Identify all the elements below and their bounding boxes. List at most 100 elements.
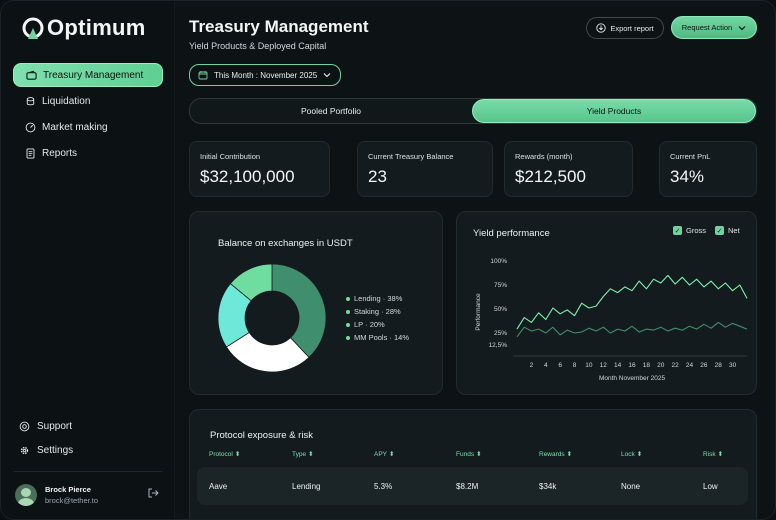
x-tick-label: 26 bbox=[700, 362, 708, 369]
x-tick-label: 2 bbox=[530, 362, 534, 369]
sidebar-item-label: Reports bbox=[42, 147, 78, 159]
x-tick-label: 8 bbox=[573, 362, 577, 369]
donut-chart bbox=[217, 263, 327, 373]
request-action-label: Request Action bbox=[681, 23, 733, 32]
kpi-label: Initial Contribution bbox=[200, 152, 261, 161]
donut-slice-mm-pools bbox=[229, 263, 273, 302]
kpi-value: 23 bbox=[368, 167, 387, 186]
x-tick-label: 20 bbox=[657, 362, 665, 369]
line-chart: 100%75%50%25%12,5%2 4 6 8 10 12 14 16 18 20 22 24 26… bbox=[475, 258, 748, 382]
column-header-risk[interactable]: Risk ⬍ bbox=[703, 450, 724, 459]
checkbox-icon: ✓ bbox=[715, 226, 724, 235]
legend-label: Staking · 28% bbox=[354, 307, 401, 316]
sidebar-item-label: Liquidation bbox=[42, 95, 91, 107]
sidebar-item-settings[interactable]: Settings bbox=[13, 439, 163, 461]
x-tick-label: 16 bbox=[628, 362, 636, 369]
column-header-type[interactable]: Type ⬍ bbox=[292, 450, 314, 459]
sort-icon: ⬍ bbox=[234, 451, 241, 458]
user-name: Brock Pierce bbox=[45, 485, 91, 494]
column-label: Lock bbox=[621, 450, 635, 458]
legend-gross-toggle[interactable]: ✓ Gross bbox=[673, 226, 706, 235]
sidebar-item-treasury-management[interactable]: Treasury Management bbox=[13, 63, 163, 87]
kpi-value: $32,100,000 bbox=[200, 167, 295, 186]
legend-net-toggle[interactable]: ✓ Net bbox=[715, 226, 740, 235]
legend-label-gross: Gross bbox=[686, 226, 707, 235]
kpi-current-treasury-balance: Current Treasury Balance 23 bbox=[357, 141, 493, 197]
column-header-protocol[interactable]: Protocol ⬍ bbox=[209, 450, 241, 459]
calendar-icon bbox=[198, 71, 208, 80]
x-tick-label: 6 bbox=[558, 362, 562, 369]
donut-chart-title: Balance on exchanges in USDT bbox=[218, 238, 353, 249]
column-label: Type bbox=[292, 450, 307, 458]
date-filter-dropdown[interactable]: This Month : November 2025 bbox=[189, 64, 341, 86]
sidebar-nav: Treasury Management Liquidation Market m… bbox=[13, 63, 163, 167]
table-header: Protocol ⬍ Type ⬍ APY ⬍ Funds ⬍ Rewards ⬍ Loc… bbox=[209, 450, 749, 462]
donut-hole bbox=[245, 291, 299, 345]
sidebar-item-support[interactable]: Support bbox=[13, 415, 163, 437]
legend-label-net: Net bbox=[728, 226, 740, 235]
sort-icon: ⬍ bbox=[389, 451, 395, 458]
line-chart-title: Yield performance bbox=[473, 228, 550, 239]
sort-icon: ⬍ bbox=[566, 451, 573, 458]
donut-slice-staking bbox=[225, 331, 310, 373]
kpi-value: 34% bbox=[670, 167, 705, 186]
export-report-button[interactable]: Export report bbox=[586, 17, 664, 39]
column-header-rewards[interactable]: Rewards ⬍ bbox=[539, 450, 573, 459]
y-axis-label: Performance bbox=[475, 293, 482, 331]
column-label: APY bbox=[374, 450, 388, 458]
kpi-label: Current Treasury Balance bbox=[368, 152, 454, 161]
sidebar-item-label: Support bbox=[37, 420, 73, 432]
legend-dot bbox=[346, 296, 350, 301]
logo-mark-icon bbox=[22, 17, 44, 39]
table-row[interactable]: Aave Lending 5.3% $8.2M $34k None Low bbox=[197, 467, 748, 505]
series-line-gross bbox=[516, 274, 748, 330]
user-email: brock@tether.to bbox=[45, 496, 99, 505]
sidebar-item-label: Treasury Management bbox=[43, 69, 144, 81]
logout-icon[interactable] bbox=[147, 487, 159, 499]
portfolio-tabs: Pooled Portfolio Yield Products bbox=[189, 98, 757, 124]
balance-panel: Balance on exchanges in USDT Lending · 3… bbox=[189, 211, 443, 395]
gauge-icon bbox=[25, 122, 36, 132]
x-tick-label: 18 bbox=[643, 362, 651, 369]
request-action-button[interactable]: Request Action bbox=[671, 16, 757, 39]
sidebar-item-liquidation[interactable]: Liquidation bbox=[13, 89, 163, 113]
yield-performance-panel: Yield performance ✓ Gross ✓ Net 100% 75% 5… bbox=[456, 211, 757, 395]
legend-item-mm-pools: MM Pools · 14% bbox=[346, 333, 409, 342]
column-header-funds[interactable]: Funds ⬍ bbox=[456, 450, 482, 459]
y-tick-label: 25% bbox=[494, 330, 507, 337]
document-icon bbox=[26, 147, 35, 159]
column-header-apy[interactable]: APY ⬍ bbox=[374, 450, 395, 459]
tab-pooled-portfolio[interactable]: Pooled Portfolio bbox=[300, 106, 361, 116]
page-title: Treasury Management bbox=[189, 17, 369, 36]
x-tick-label: 22 bbox=[672, 362, 680, 369]
column-label: Rewards bbox=[539, 450, 565, 458]
column-header-lock[interactable]: Lock ⬍ bbox=[621, 450, 642, 459]
sidebar-divider bbox=[13, 471, 163, 472]
legend-label: Lending · 38% bbox=[354, 294, 403, 303]
lifebuoy-icon bbox=[19, 421, 30, 431]
sort-icon: ⬍ bbox=[308, 451, 314, 458]
sort-icon: ⬍ bbox=[717, 451, 724, 458]
kpi-current-pnl: Current PnL 34% bbox=[659, 141, 757, 197]
x-tick-label: 12 bbox=[600, 362, 608, 369]
legend-dot bbox=[346, 322, 350, 327]
sidebar-item-market-making[interactable]: Market making bbox=[13, 115, 163, 139]
x-tick-label: 30 bbox=[729, 362, 737, 369]
column-label: Funds bbox=[456, 450, 475, 458]
cell-funds: $8.2M bbox=[456, 482, 479, 491]
y-tick-label: 50% bbox=[494, 306, 507, 313]
avatar bbox=[15, 484, 37, 506]
chevron-down-icon bbox=[738, 25, 746, 30]
cell-type: Lending bbox=[292, 482, 321, 491]
x-axis-label: Month November 2025 bbox=[599, 375, 666, 382]
legend-dot bbox=[346, 335, 350, 340]
logo: Optimum bbox=[21, 15, 146, 41]
user-profile[interactable]: Brock Pierce brock@tether.to bbox=[15, 481, 161, 509]
gear-icon bbox=[20, 446, 29, 454]
legend-item-staking: Staking · 28% bbox=[346, 307, 401, 316]
legend-label: LP · 20% bbox=[354, 320, 385, 329]
sidebar-item-reports[interactable]: Reports bbox=[13, 141, 163, 165]
y-tick-label: 12,5% bbox=[489, 342, 508, 349]
tab-yield-products[interactable]: Yield Products bbox=[472, 99, 756, 123]
checkbox-icon: ✓ bbox=[673, 226, 682, 235]
